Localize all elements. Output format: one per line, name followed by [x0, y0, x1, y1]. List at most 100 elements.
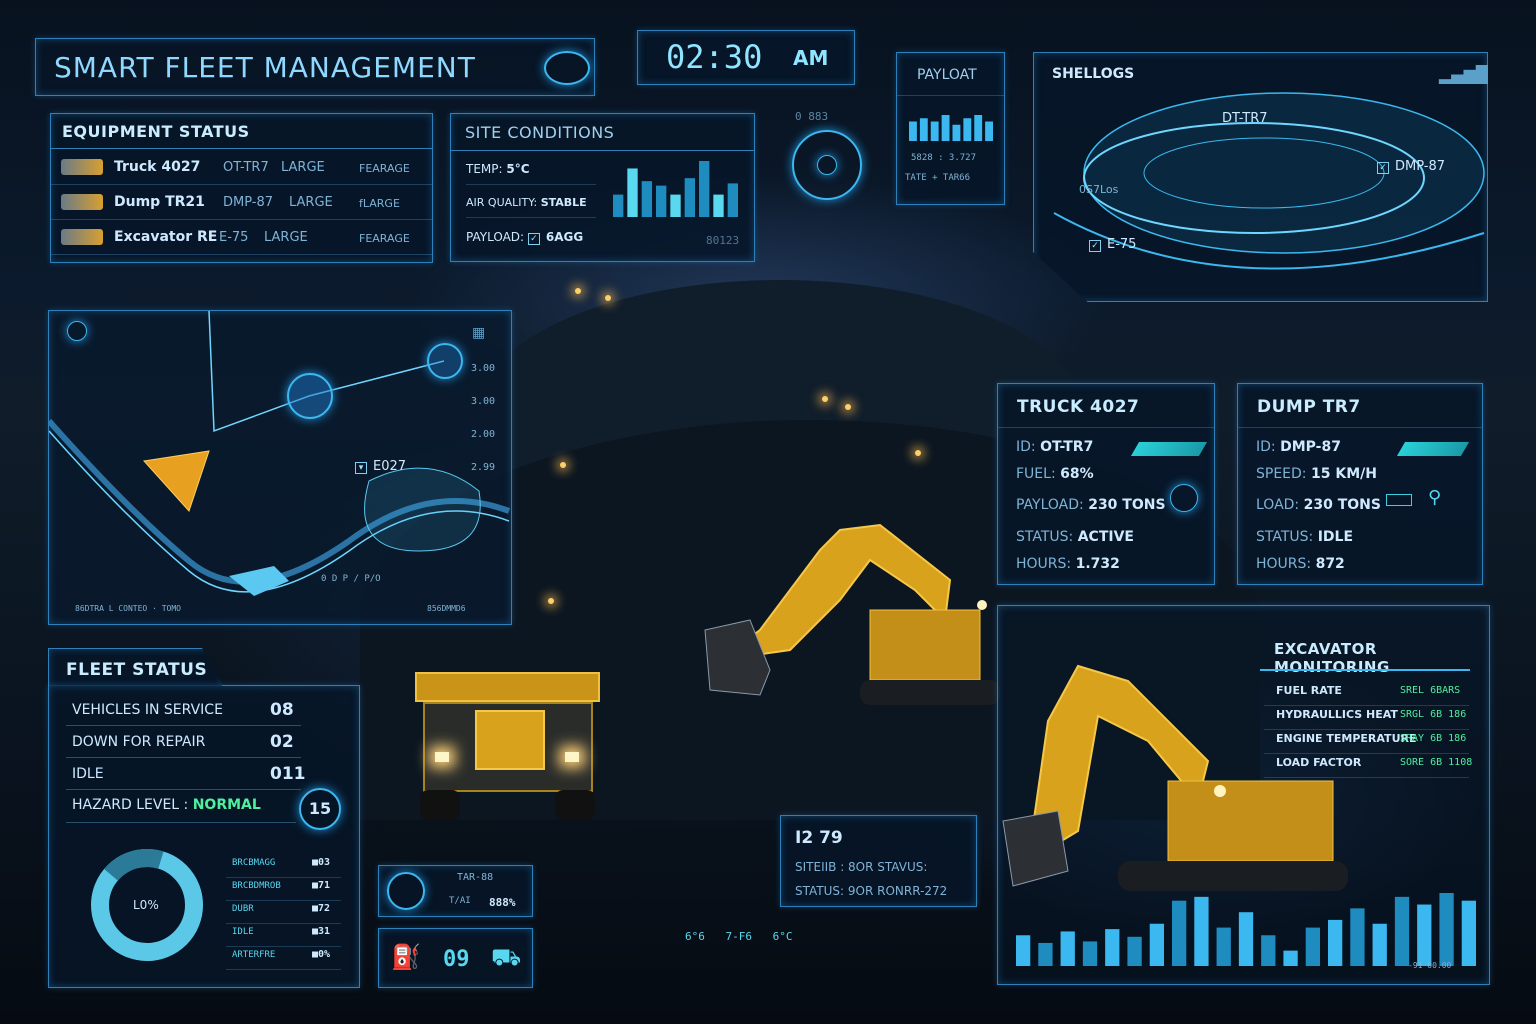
- fleet-status-panel: [48, 685, 360, 988]
- site-light: [575, 288, 581, 294]
- map-target-icon[interactable]: [427, 343, 463, 379]
- payload-bar: [974, 115, 983, 141]
- quick-actions-widget: ⛽ 09 ⛟: [378, 928, 533, 988]
- site-condition-row: TEMP: 5°C: [466, 162, 596, 185]
- site-light: [548, 598, 554, 604]
- equipment-thumbnail-icon: [61, 229, 103, 245]
- equipment-size: LARGE: [289, 195, 333, 210]
- map-footer-right: 856DMMD6: [427, 604, 466, 613]
- card-row: HOURS: 1.732: [1016, 556, 1120, 572]
- site-light: [845, 404, 851, 410]
- nav-top-label: TAR-88: [457, 872, 494, 883]
- site-light: [822, 396, 828, 402]
- excavator-bar: [1216, 927, 1231, 966]
- excavator-bar: [1172, 900, 1187, 966]
- payload-bar: [985, 121, 993, 141]
- equipment-id: E-75: [219, 230, 249, 245]
- terrain-label-dmp-87: ✓ DMP-87: [1377, 159, 1445, 174]
- small-readout: 0 883: [795, 110, 829, 123]
- map-scale-label: 2.00: [471, 429, 496, 440]
- map-waypoint-icon[interactable]: [287, 373, 333, 419]
- site-map-panel[interactable]: ▦ 3.00 3.00 2.00 2.99 ▾ E027 0 D P / P/O 86D…: [48, 310, 512, 625]
- site-bar: [613, 194, 624, 217]
- card-row: PAYLOAD: 230 TONS: [1016, 497, 1166, 513]
- truck-fuel-gauge: [1130, 442, 1208, 456]
- excavator-bar: [1194, 896, 1209, 966]
- excavator-bar: [1127, 936, 1142, 966]
- clock-time: 02:30: [666, 38, 763, 76]
- excavator-bar: [1461, 900, 1476, 966]
- terrain-label-dt-tr7: DT-TR7: [1222, 111, 1268, 126]
- site-bar: [684, 178, 695, 217]
- payload-line2: TATE + TAR66: [905, 173, 971, 183]
- status-box-title: I2 79: [795, 828, 843, 848]
- payload-title: PAYLOAT: [917, 67, 977, 83]
- equipment-size: LARGE: [281, 160, 325, 175]
- excavator-bar-chart: [1016, 893, 1476, 966]
- map-route-label: 0 D P / P/O: [321, 574, 381, 584]
- excavator-bar: [1439, 893, 1454, 966]
- terrain-3d-panel: SHELLOGS DT-TR7 ✓ DMP-87 ✓ E-75 0S7Los ▂▄▆…: [1033, 52, 1488, 302]
- map-scale-label: 2.99: [471, 462, 496, 473]
- card-row: FUEL: 68%: [1016, 466, 1094, 482]
- card-row: LOAD: 230 TONS: [1256, 497, 1381, 513]
- dial-widget[interactable]: [792, 130, 862, 200]
- equipment-name: Excavator RE: [114, 229, 218, 245]
- fleet-status-row: VEHICLES IN SERVICE 08: [66, 694, 301, 726]
- equipment-row[interactable]: Truck 4027 OT-TR7 LARGE FEARAGE: [51, 150, 432, 185]
- site-light: [915, 450, 921, 456]
- excavator-metric-row: ENGINE TEMPERATURE SRAY 6B 186: [1264, 730, 1469, 754]
- navigation-widget[interactable]: TAR-88 T/AI 888%: [378, 865, 533, 917]
- site-conditions-panel: SITE CONDITIONS TEMP: 5°C AIR QUALITY: ST…: [450, 113, 755, 262]
- dump-card-title: DUMP TR7: [1257, 397, 1361, 417]
- excavator-metric-row: HYDRAULLICS HEAT SRGL 6B 186: [1264, 706, 1469, 730]
- clock-display: 02:30 AM: [637, 30, 855, 85]
- equipment-tag: fLARGE: [359, 197, 400, 210]
- equipment-status-panel: EQUIPMENT STATUS Truck 4027 OT-TR7 LARGE…: [50, 113, 433, 263]
- site-light: [605, 295, 611, 301]
- fuel-pump-icon[interactable]: ⛽: [391, 943, 421, 971]
- title-bar: SMART FLEET MANAGEMENT: [35, 38, 595, 96]
- card-row: HOURS: 872: [1256, 556, 1345, 572]
- site-light: [560, 462, 566, 468]
- site-bar: [670, 194, 681, 217]
- equipment-size: LARGE: [264, 230, 308, 245]
- equipment-row[interactable]: Dump TR21 DMP-87 LARGE fLARGE: [51, 185, 432, 220]
- excavator-monitoring-title: EXCAVATOR MONITORING: [1274, 640, 1390, 676]
- grid-icon[interactable]: ▦: [472, 325, 486, 341]
- status-box-line2: STATUS: 9OR RONRR-272: [795, 884, 948, 898]
- site-bar: [727, 183, 738, 217]
- excavator-bar: [1372, 923, 1387, 966]
- fleet-donut-chart: [91, 849, 203, 961]
- fleet-legend-item: DUBR ■72: [226, 901, 341, 924]
- location-pin-icon[interactable]: [67, 321, 87, 341]
- map-footer-left: 86DTRA L CONTEO · TOMO: [75, 604, 181, 613]
- nav-mid-label: T/AI: [449, 896, 471, 906]
- donut-label: L0%: [133, 898, 159, 912]
- card-row: SPEED: 15 KM/H: [1256, 466, 1377, 482]
- fleet-legend-item: ARTERFRE ■0%: [226, 947, 341, 970]
- vehicle-count: 09: [443, 947, 470, 972]
- excavator-footer: -91 00.00: [1408, 961, 1452, 970]
- clock-ampm: AM: [793, 46, 829, 70]
- terrain-mesh: [1053, 92, 1485, 270]
- equipment-row[interactable]: Excavator RE E-75 LARGE FEARAGE: [51, 220, 432, 255]
- excavator-bar: [1350, 908, 1365, 966]
- equipment-name: Dump TR21: [114, 194, 205, 210]
- tool-icon[interactable]: [1170, 484, 1198, 512]
- payload-panel: PAYLOAT 5828 : 3.727 TATE + TAR66: [896, 52, 1005, 205]
- card-row: ID: DMP-87: [1256, 439, 1341, 455]
- terrain-label-e-75: ✓ E-75: [1089, 237, 1136, 252]
- nav-percent: 888%: [489, 896, 516, 909]
- search-icon[interactable]: ⚲: [1428, 487, 1442, 508]
- payload-bar-chart: [909, 115, 993, 141]
- fleet-status-title: FLEET STATUS: [66, 660, 208, 680]
- truck-icon[interactable]: ⛟: [491, 943, 522, 971]
- card-row: STATUS: IDLE: [1256, 529, 1354, 545]
- fleet-legend-item: BRCBDMROB ■71: [226, 878, 341, 901]
- excavator-bar: [1016, 935, 1031, 966]
- card-row: STATUS: ACTIVE: [1016, 529, 1134, 545]
- equipment-thumbnail-icon: [61, 194, 103, 210]
- status-box-line1: SITEIIB : 8OR STAVUS:: [795, 860, 928, 874]
- excavator-bar: [1149, 923, 1164, 966]
